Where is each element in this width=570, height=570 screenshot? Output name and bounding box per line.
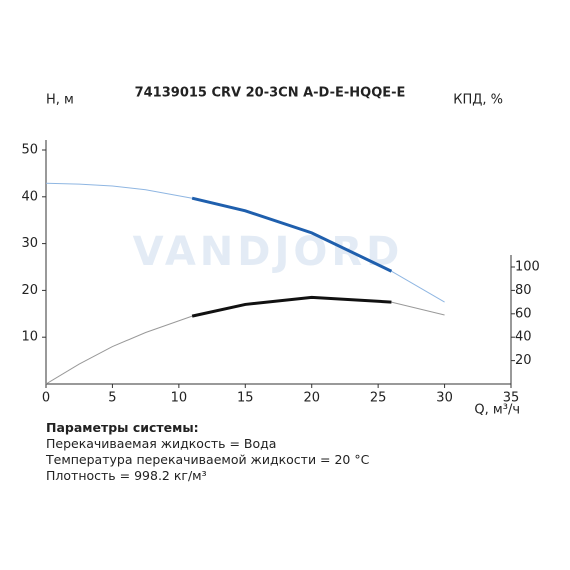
watermark: VANDJORD [133, 229, 404, 275]
y-tick-label: 20 [21, 283, 38, 298]
y2-tick-label: 60 [515, 306, 532, 321]
y2-tick-label: 40 [515, 330, 532, 345]
y-tick-label: 50 [21, 143, 38, 158]
y2-tick-label: 80 [515, 283, 532, 298]
info-line: Температура перекачиваемой жидкости = 20… [46, 452, 370, 467]
y2-axis-label: КПД, % [453, 93, 503, 108]
info-heading: Параметры системы: [46, 420, 199, 435]
curve [191, 196, 393, 273]
y2-tick-label: 100 [515, 260, 540, 275]
chart-title: 74139015 CRV 20-3CN A-D-E-HQQE-E [135, 86, 406, 101]
x-tick-label: 35 [503, 391, 520, 406]
y2-tick-label: 20 [515, 353, 532, 368]
chart: 74139015 CRV 20-3CN A-D-E-HQQE-E H, м КП… [21, 86, 540, 416]
x-tick-label: 20 [303, 391, 320, 406]
system-parameters: Параметры системы: Перекачиваемая жидкос… [46, 420, 369, 484]
x-tick-label: 10 [171, 391, 188, 406]
y-tick-label: 30 [21, 236, 38, 251]
y-tick-label: 10 [21, 330, 38, 345]
x-tick-label: 5 [108, 391, 116, 406]
x-tick-label: 15 [237, 391, 254, 406]
y-tick-label: 40 [21, 189, 38, 204]
info-line: Перекачиваемая жидкость = Вода [46, 436, 277, 451]
info-line: Плотность = 998.2 кг/м³ [46, 468, 207, 483]
x-tick-label: 30 [436, 391, 453, 406]
curve [191, 295, 392, 318]
x-axis-label: Q, м³/ч [474, 403, 520, 416]
curve [45, 296, 445, 385]
y-axis-label: H, м [46, 93, 74, 108]
x-tick-label: 25 [370, 391, 387, 406]
x-tick-label: 0 [42, 391, 50, 406]
